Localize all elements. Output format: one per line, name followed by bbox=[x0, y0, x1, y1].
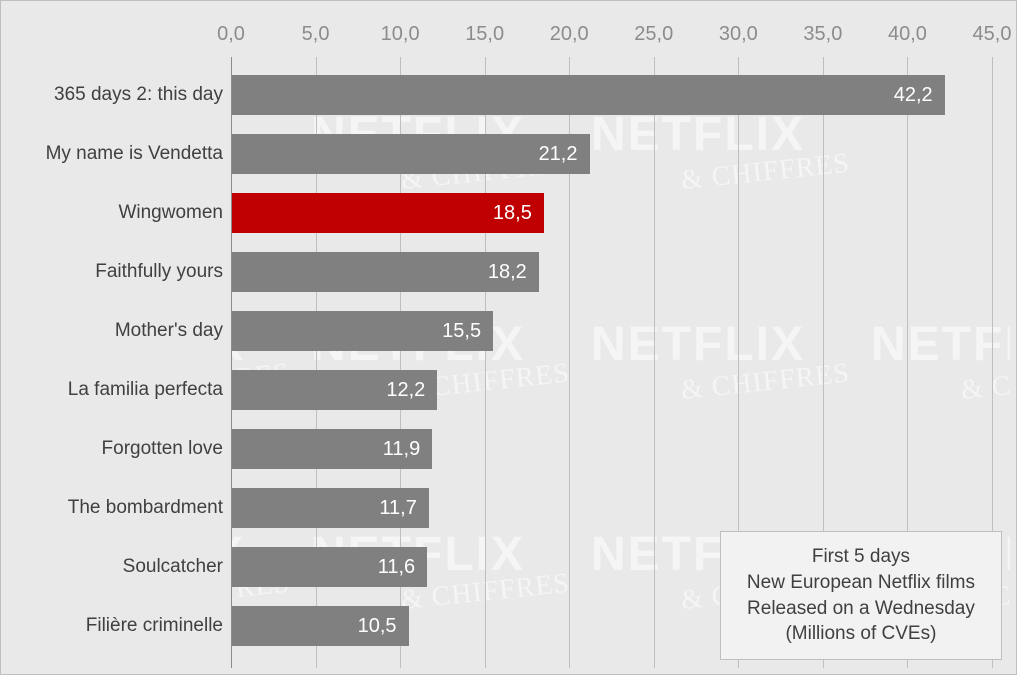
info-line: New European Netflix films bbox=[747, 570, 975, 596]
chart-info-box: First 5 days New European Netflix films … bbox=[720, 531, 1002, 660]
bar: 11,9 bbox=[231, 429, 432, 469]
category-label: My name is Vendetta bbox=[1, 144, 223, 165]
bar-value-label: 11,7 bbox=[379, 497, 416, 520]
x-axis: 0,05,010,015,020,025,030,035,040,045,0 bbox=[231, 7, 990, 57]
bar: 11,6 bbox=[231, 547, 427, 587]
category-label: Wingwomen bbox=[1, 203, 223, 224]
info-line: (Millions of CVEs) bbox=[747, 621, 975, 647]
table-row: La familia perfecta 12,2 bbox=[1, 370, 990, 410]
bar: 18,2 bbox=[231, 252, 539, 292]
bar-value-label: 18,5 bbox=[493, 202, 532, 225]
category-label: Mother's day bbox=[1, 321, 223, 342]
bar: 42,2 bbox=[231, 75, 945, 115]
x-tick-label: 20,0 bbox=[550, 23, 589, 46]
x-tick-label: 25,0 bbox=[634, 23, 673, 46]
bar-value-label: 15,5 bbox=[442, 320, 481, 343]
x-tick-label: 35,0 bbox=[803, 23, 842, 46]
bar: 12,2 bbox=[231, 370, 437, 410]
bar-value-label: 42,2 bbox=[894, 84, 933, 107]
info-line: First 5 days bbox=[747, 544, 975, 570]
x-tick-label: 15,0 bbox=[465, 23, 504, 46]
bar-value-label: 21,2 bbox=[539, 143, 578, 166]
bar-highlight: 18,5 bbox=[231, 193, 544, 233]
x-tick-label: 30,0 bbox=[719, 23, 758, 46]
table-row: My name is Vendetta 21,2 bbox=[1, 134, 990, 174]
category-label: 365 days 2: this day bbox=[1, 85, 223, 106]
bar: 10,5 bbox=[231, 606, 409, 646]
x-tick-label: 5,0 bbox=[302, 23, 330, 46]
x-tick-label: 0,0 bbox=[217, 23, 245, 46]
table-row: Forgotten love 11,9 bbox=[1, 429, 990, 469]
bar-value-label: 10,5 bbox=[358, 615, 397, 638]
bar-value-label: 11,6 bbox=[378, 556, 415, 579]
y-axis-baseline bbox=[231, 57, 232, 668]
category-label: Soulcatcher bbox=[1, 557, 223, 578]
table-row: Faithfully yours 18,2 bbox=[1, 252, 990, 292]
table-row: Wingwomen 18,5 bbox=[1, 193, 990, 233]
x-tick-label: 45,0 bbox=[973, 23, 1012, 46]
bar-value-label: 12,2 bbox=[386, 379, 425, 402]
bar: 15,5 bbox=[231, 311, 493, 351]
table-row: 365 days 2: this day 42,2 bbox=[1, 75, 990, 115]
bar-value-label: 18,2 bbox=[488, 261, 527, 284]
category-label: Forgotten love bbox=[1, 439, 223, 460]
chart-container: NETFLIX& CHIFFRESNETFLIX& CHIFFRESNETFLI… bbox=[0, 0, 1017, 675]
category-label: The bombardment bbox=[1, 498, 223, 519]
bar-value-label: 11,9 bbox=[383, 438, 420, 461]
x-tick-label: 10,0 bbox=[381, 23, 420, 46]
table-row: The bombardment 11,7 bbox=[1, 488, 990, 528]
category-label: Filière criminelle bbox=[1, 616, 223, 637]
bar: 21,2 bbox=[231, 134, 590, 174]
category-label: La familia perfecta bbox=[1, 380, 223, 401]
bar: 11,7 bbox=[231, 488, 429, 528]
table-row: Mother's day 15,5 bbox=[1, 311, 990, 351]
category-label: Faithfully yours bbox=[1, 262, 223, 283]
x-tick-label: 40,0 bbox=[888, 23, 927, 46]
info-line: Released on a Wednesday bbox=[747, 596, 975, 622]
